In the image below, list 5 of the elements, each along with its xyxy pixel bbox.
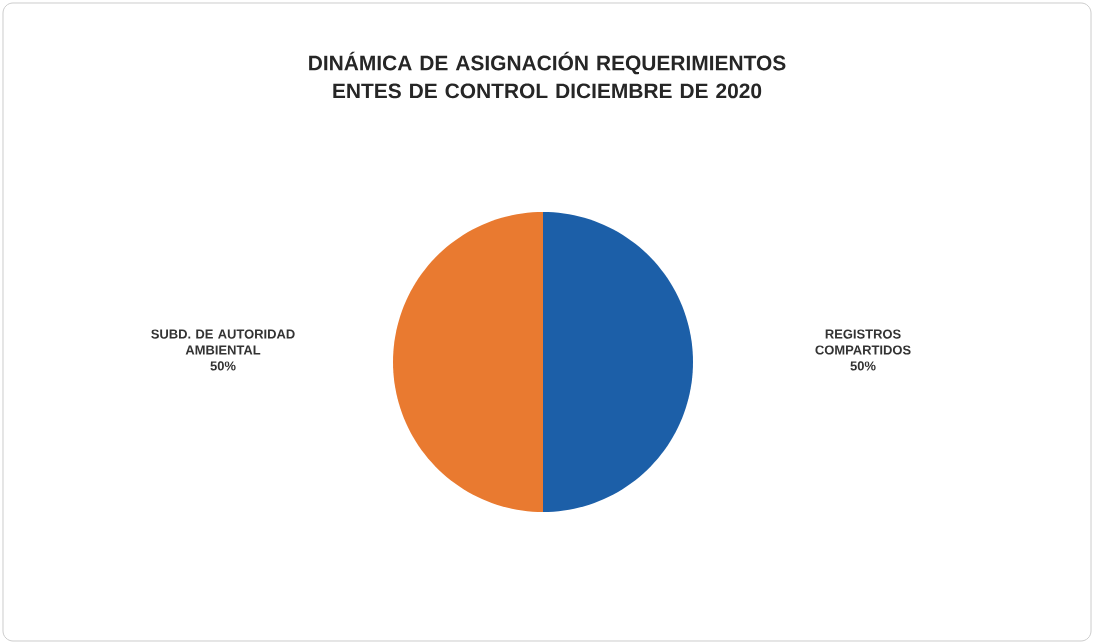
slice-label: SUBD. DE AUTORIDAD AMBIENTAL <box>151 329 295 355</box>
data-label: 50% <box>850 361 876 371</box>
data-label: 50% <box>210 361 236 371</box>
slice-label: REGISTROS COMPARTIDOS <box>815 329 911 355</box>
chart-title: DINÁMICA DE ASIGNACIÓN REQUERIMIENTOS ENTES DE CONTROL DICIEMBRE DE 2020 <box>309 51 786 99</box>
